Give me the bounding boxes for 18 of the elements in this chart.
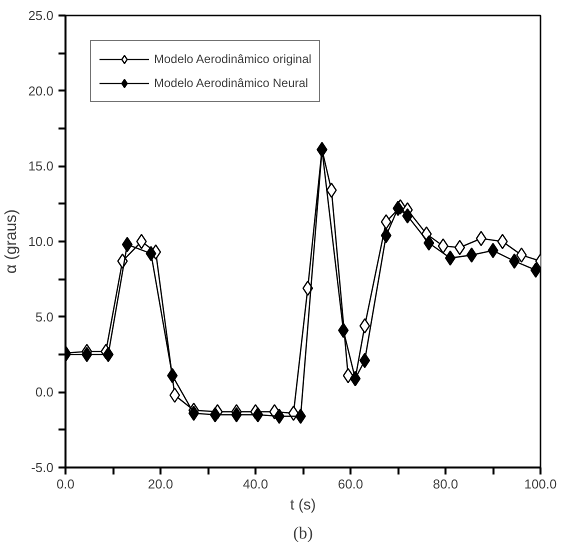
x-tick-label: 80.0 [432,476,458,492]
x-tick-label: 100.0 [524,476,557,492]
x-tick-label: 0.0 [56,476,75,492]
y-tick-label: 0.0 [35,384,54,400]
y-tick-label: 25.0 [28,8,54,23]
text: (b) [293,524,313,542]
y-tick-label: 5.0 [35,309,54,324]
x-tick-label: 20.0 [148,476,174,492]
y-axis-title: α (graus) [3,209,20,274]
y-tick-label: 10.0 [28,234,54,249]
x-tick-label: 40.0 [242,476,268,492]
y-tick-label: 20.0 [28,83,54,98]
y-tick-label: 15.0 [28,158,54,174]
x-tick-label: 60.0 [338,476,364,492]
legend-label: Modelo Aerodinâmico original [154,52,312,66]
x-axis-title: t (s) [290,496,316,514]
legend-label: Modelo Aerodinâmico Neural [154,76,308,90]
y-tick-label: -5.0 [31,460,54,475]
